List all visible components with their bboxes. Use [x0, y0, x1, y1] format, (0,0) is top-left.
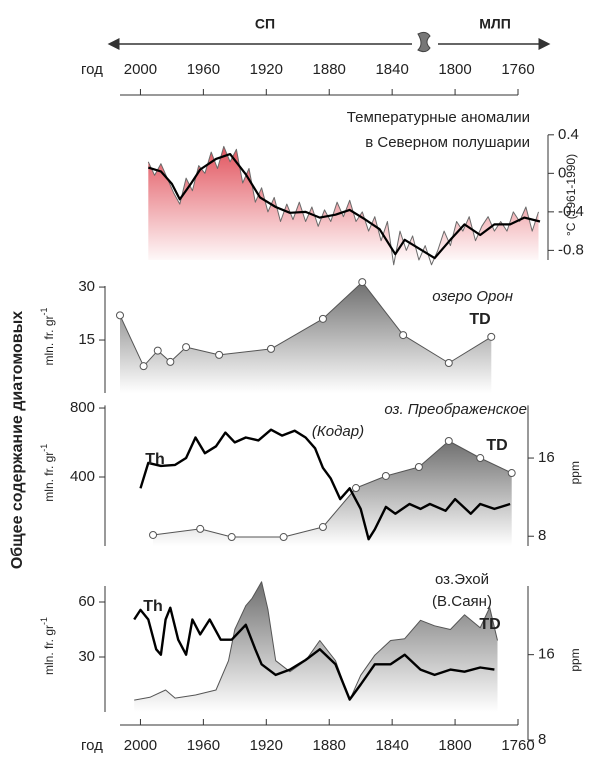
- x-tick-label: 1840: [375, 61, 408, 78]
- x-tick-label: 1760: [501, 737, 534, 754]
- data-point: [476, 454, 485, 463]
- y-tick-label: 800: [70, 399, 95, 416]
- shared-y-label: Общее содержание диатомовых: [9, 311, 26, 569]
- y-tick-label: 8: [538, 527, 546, 544]
- y-axis-label: mln. fr. gr-1: [39, 307, 56, 365]
- y-axis-label: mln. fr. gr-1: [39, 617, 56, 675]
- x-tick-label: 2000: [124, 61, 157, 78]
- panel-title: (В.Саян): [432, 593, 492, 610]
- data-point: [358, 278, 367, 287]
- arrow-label: СП: [255, 16, 275, 32]
- data-point: [351, 484, 360, 493]
- series-label: TD: [479, 616, 500, 633]
- panel-title: (Кодар): [312, 423, 364, 440]
- arrow-label: МЛП: [479, 16, 511, 32]
- data-point: [414, 463, 423, 472]
- series-line: [147, 153, 541, 260]
- y-tick-label: 0: [558, 164, 566, 181]
- data-point: [487, 332, 496, 341]
- data-point: [318, 523, 327, 532]
- y-label-sup: -1: [39, 617, 49, 625]
- y-tick-label: 60: [78, 593, 95, 610]
- y-tick-label: 15: [78, 331, 95, 348]
- x-axis-label: год: [81, 737, 103, 754]
- y-label-sup: -1: [39, 307, 49, 315]
- data-point: [166, 357, 175, 366]
- y-tick-label: 0.4: [558, 126, 579, 143]
- panel-title: Температурные аномалии: [347, 109, 530, 126]
- series-label: TD: [486, 437, 507, 454]
- y-label-text: mln. fr. gr: [42, 625, 56, 675]
- y-axis-label: mln. fr. gr-1: [39, 444, 56, 502]
- data-point: [196, 524, 205, 533]
- x-axis-label: год: [81, 61, 103, 78]
- x-tick-label: 1800: [438, 737, 471, 754]
- axis-break: [417, 31, 431, 53]
- y2-axis-label: ppm: [568, 461, 582, 484]
- x-tick-label: 1840: [375, 737, 408, 754]
- series-label: Th: [143, 598, 163, 615]
- x-tick-label: 1760: [501, 61, 534, 78]
- panel-title: оз.Эхой: [435, 571, 489, 588]
- data-point: [139, 362, 148, 371]
- data-point: [381, 471, 390, 480]
- data-point: [444, 358, 453, 367]
- data-point: [153, 346, 162, 355]
- panel-title: оз. Преображенское: [384, 401, 527, 418]
- data-point: [507, 469, 516, 478]
- x-tick-label: 1960: [187, 61, 220, 78]
- data-point: [215, 350, 224, 359]
- y-label-text: mln. fr. gr: [42, 316, 56, 366]
- x-tick-label: 1800: [438, 61, 471, 78]
- data-point: [116, 311, 124, 320]
- y-tick-label: 8: [538, 731, 546, 748]
- data-point: [227, 533, 236, 542]
- data-point: [318, 314, 327, 323]
- x-tick-label: 2000: [124, 737, 157, 754]
- y-tick-label: -0.4: [558, 203, 584, 220]
- series-label: TD: [469, 311, 490, 328]
- y-label-sup: -1: [39, 444, 49, 452]
- data-point: [149, 530, 158, 539]
- y-tick-label: -0.8: [558, 241, 584, 258]
- y2-axis-label: ppm: [568, 648, 582, 671]
- x-tick-label: 1880: [313, 61, 346, 78]
- y-axis-label: °C (1961-1990): [564, 154, 578, 236]
- y-tick-label: 16: [538, 646, 555, 663]
- y-tick-label: 400: [70, 468, 95, 485]
- x-tick-label: 1880: [313, 737, 346, 754]
- x-tick-label: 1960: [187, 737, 220, 754]
- y-tick-label: 30: [78, 278, 95, 295]
- area-fill: [120, 282, 492, 393]
- panel-title: озеро Орон: [432, 288, 513, 305]
- panel-title: в Северном полушарии: [365, 134, 530, 151]
- series-line: [147, 145, 539, 266]
- series-line: [139, 428, 511, 541]
- y-tick-label: 16: [538, 449, 555, 466]
- series-line: [133, 606, 495, 701]
- y-label-text: mln. fr. gr: [42, 452, 56, 502]
- y-tick-label: 30: [78, 648, 95, 665]
- data-point: [267, 344, 276, 353]
- data-point: [444, 436, 453, 445]
- x-tick-label: 1920: [250, 737, 283, 754]
- data-point: [182, 343, 191, 352]
- x-tick-label: 1920: [250, 61, 283, 78]
- y-label-text: °C (1961-1990): [564, 154, 578, 236]
- data-point: [279, 533, 288, 542]
- series-label: Th: [145, 451, 165, 468]
- data-point: [399, 331, 408, 340]
